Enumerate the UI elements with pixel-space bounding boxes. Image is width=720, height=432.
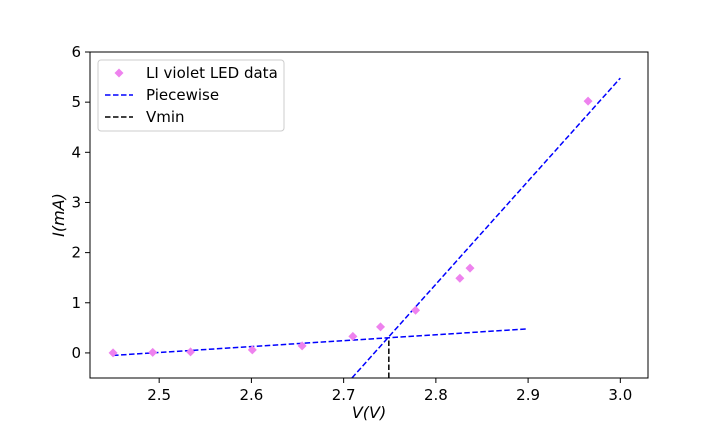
axes-frame	[89, 51, 649, 379]
y-axis-label: I(mA)	[49, 193, 68, 237]
x-axis: 2.5 2.6 2.7 2.8 2.9 3.0	[147, 378, 632, 404]
data-point	[108, 348, 118, 358]
piecewise-fit-line	[351, 77, 621, 378]
data-point	[247, 345, 257, 355]
data-point	[411, 305, 421, 315]
data-point	[455, 273, 465, 283]
legend-marker-data	[114, 68, 124, 78]
legend-label: LI violet LED data	[146, 64, 278, 82]
x-tick-label: 2.8	[424, 386, 448, 404]
data-point	[148, 347, 158, 357]
y-axis: 0 1 2 3 4 5 6	[71, 43, 90, 362]
x-tick-label: 2.5	[147, 386, 171, 404]
data-point	[376, 322, 386, 332]
data-point	[348, 331, 358, 341]
data-point	[465, 263, 475, 273]
x-axis-label: V(V)	[352, 403, 386, 422]
plot-area	[108, 77, 621, 378]
legend-label: Piecewise	[146, 86, 219, 104]
x-tick-label: 2.9	[516, 386, 540, 404]
piecewise-fit-line	[113, 328, 529, 357]
legend: LI violet LED data Piecewise Vmin	[97, 59, 285, 132]
y-tick-label: 3	[71, 193, 81, 211]
y-tick-label: 1	[71, 294, 81, 312]
y-tick-label: 4	[71, 143, 81, 161]
x-tick-label: 2.6	[239, 386, 263, 404]
y-tick-label: 5	[71, 93, 81, 111]
y-tick-label: 0	[71, 344, 81, 362]
data-point	[583, 96, 593, 106]
x-tick-label: 3.0	[608, 386, 632, 404]
data-point	[186, 347, 196, 357]
legend-label: Vmin	[146, 108, 185, 126]
y-tick-label: 6	[71, 43, 81, 61]
y-tick-label: 2	[71, 244, 81, 262]
x-tick-label: 2.7	[332, 386, 356, 404]
data-point	[297, 341, 307, 351]
legend-box	[97, 59, 285, 132]
